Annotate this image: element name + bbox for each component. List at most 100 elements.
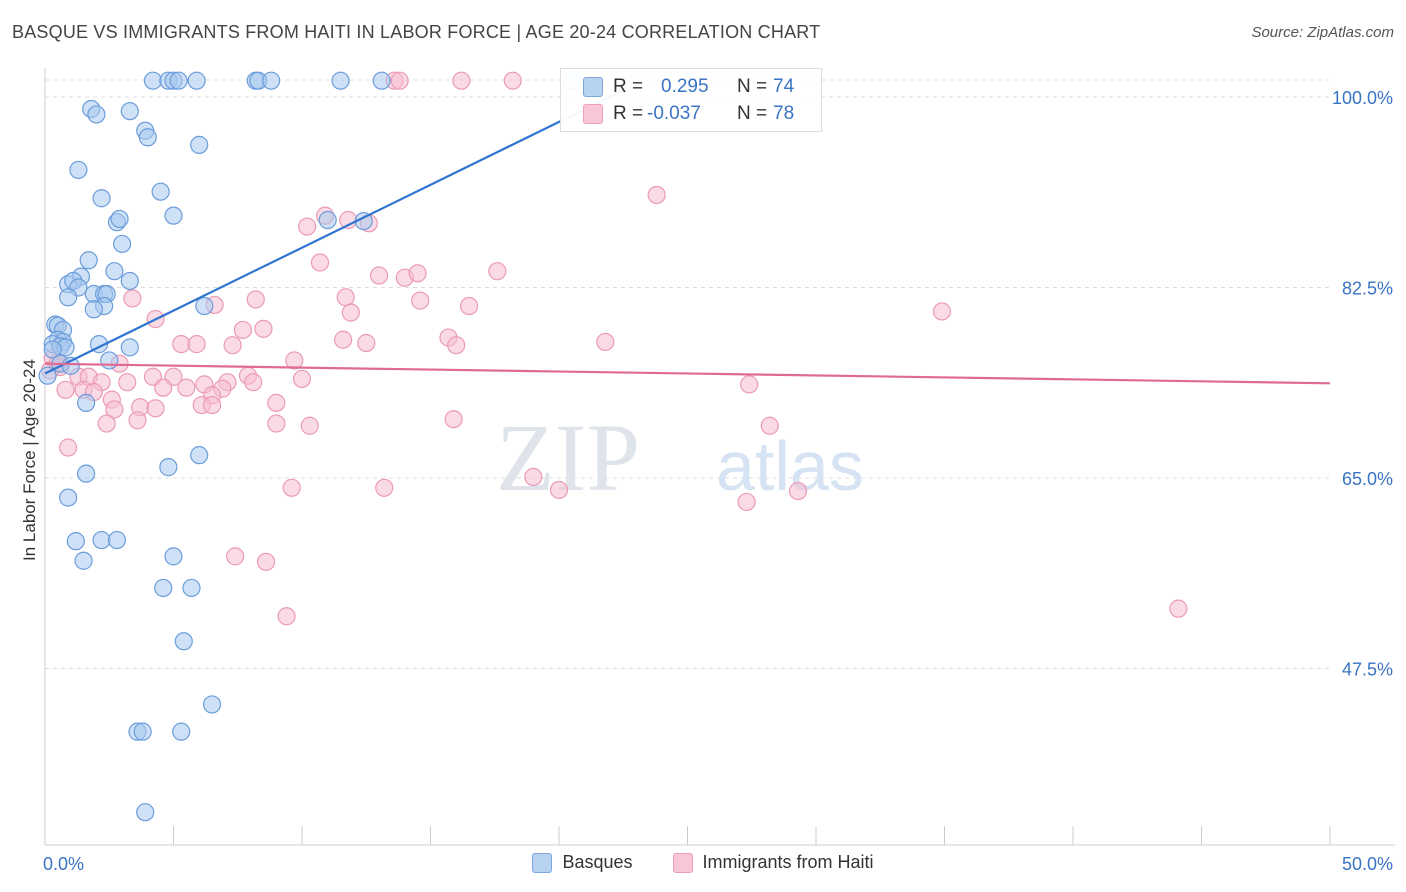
haiti-point [740,375,759,394]
tick-labels: 100.0% 82.5% 65.0% 47.5% 0.0% 50.0% [43,88,1393,874]
basque-point [138,128,157,147]
basque-point [133,722,152,741]
haiti-point [370,266,389,285]
basque-point [59,288,78,307]
basque-point [169,71,188,90]
legend-label-haiti: Immigrants from Haiti [702,852,874,872]
haiti-trend-line [44,362,1331,385]
legend-item-haiti[interactable]: Immigrants from Haiti [672,852,874,873]
basque-point [331,71,350,90]
trend-lines [44,89,1331,385]
stats-n-value: 74 [773,76,795,97]
watermark-zip: ZIP [496,404,640,511]
basque-point [164,547,183,566]
basque-point [110,209,129,229]
basque-point [77,393,96,412]
basque-point [190,135,209,154]
basque-point [100,351,119,370]
haiti-point [310,253,330,272]
haiti-point [447,336,466,355]
haiti-point [336,288,355,307]
y-tick-label: 47.5% [1342,660,1393,680]
haiti-point [56,380,75,399]
basque-point [84,300,103,319]
haiti-point [233,320,252,340]
basque-points [38,71,772,822]
basque-trend-line [44,89,624,375]
haiti-point [285,351,304,370]
basque-point [59,488,78,507]
haiti-point [1169,599,1188,618]
basque-point [77,464,96,483]
haiti-point [596,332,615,352]
haiti-point [118,373,137,392]
basque-point [79,251,98,270]
x-tick-label: 50.0% [1342,854,1393,874]
haiti-point [408,264,427,283]
stats-r-value: 0.295 [661,76,709,97]
x-tick-label: 0.0% [43,854,84,874]
haiti-point [390,71,409,90]
basque-point [38,366,57,385]
haiti-point [375,478,394,497]
legend-swatch-basques [532,852,553,873]
legend-swatch-haiti [672,852,693,873]
haiti-point [246,290,265,309]
basque-point [172,722,191,741]
haiti-point [488,262,507,281]
basque-point [182,578,201,598]
haiti-point [267,393,286,412]
watermark: ZIP atlas [496,404,864,511]
basque-point [195,296,214,316]
haiti-point [300,416,319,435]
haiti-point [154,378,173,397]
haiti-point [97,414,116,433]
haiti-point [357,333,376,353]
basque-point [43,340,62,359]
basque-point [187,71,206,90]
axes [44,68,1395,846]
basque-point [120,271,139,291]
haiti-point [267,414,286,433]
haiti-point [341,303,360,322]
basque-point [112,234,132,254]
basque-point [92,530,111,550]
haiti-point [59,438,78,457]
haiti-point [411,291,430,310]
haiti-point [123,289,142,308]
haiti-point [223,336,242,355]
haiti-point [452,71,471,90]
legend-item-basques[interactable]: Basques [532,852,633,873]
basque-point [74,551,93,570]
chart-title: BASQUE VS IMMIGRANTS FROM HAITI IN LABOR… [12,22,821,42]
y-tick-label: 65.0% [1342,469,1393,489]
haiti-point [334,330,353,349]
haiti-point [737,492,756,512]
haiti-point [932,302,952,321]
basque-point [159,458,178,477]
haiti-point [128,411,147,430]
basque-point [262,71,281,90]
haiti-point [524,467,543,487]
haiti-point [549,480,569,500]
y-tick-label: 82.5% [1342,279,1393,299]
stats-swatch-basques [583,77,603,97]
haiti-point [256,552,276,571]
stats-n-label: N = [737,103,768,124]
haiti-point [444,410,463,429]
haiti-point [226,547,245,566]
haiti-point [277,607,296,626]
haiti-point [459,296,479,316]
haiti-point [292,369,312,389]
haiti-point [298,217,317,236]
basque-point [66,532,85,551]
basque-point [202,695,222,714]
stats-n-value: 78 [773,103,795,124]
legend: Basques Immigrants from Haiti [0,852,1406,873]
basque-point [190,446,209,465]
y-tick-label: 100.0% [1332,88,1393,108]
haiti-point [105,400,124,419]
haiti-point [254,319,273,338]
basque-point [174,632,193,651]
basque-point [92,189,111,208]
